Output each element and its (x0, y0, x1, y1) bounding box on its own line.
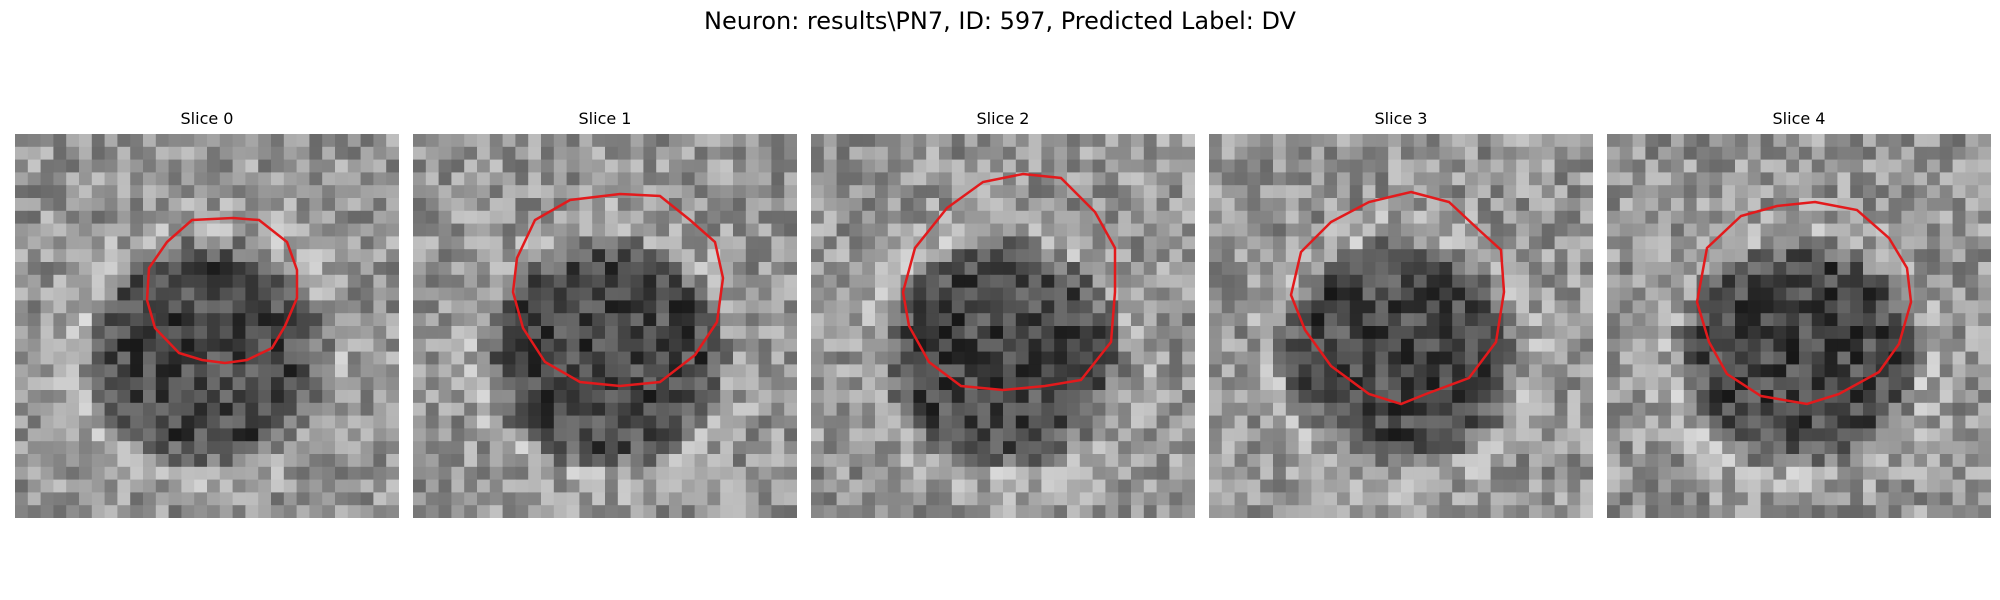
pixel-grid (1209, 134, 1593, 518)
slice-image (1209, 134, 1593, 518)
slice-title: Slice 1 (413, 109, 797, 128)
pixel-grid (811, 134, 1195, 518)
slice-image (413, 134, 797, 518)
pixel-grid (413, 134, 797, 518)
slice-image (811, 134, 1195, 518)
pixel-grid (1607, 134, 1991, 518)
slice-title: Slice 2 (811, 109, 1195, 128)
slice-image (15, 134, 399, 518)
slice-title: Slice 0 (15, 109, 399, 128)
slice-title: Slice 3 (1209, 109, 1593, 128)
figure-title: Neuron: results\PN7, ID: 597, Predicted … (0, 7, 2000, 35)
pixel-grid (15, 134, 399, 518)
slice-title: Slice 4 (1607, 109, 1991, 128)
slice-image (1607, 134, 1991, 518)
